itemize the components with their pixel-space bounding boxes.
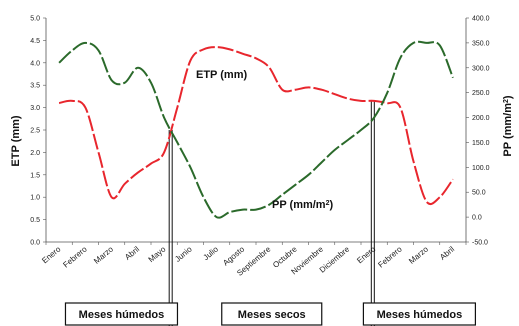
- pp-series-line: [58, 40, 454, 219]
- season-labels: Meses húmedos Meses secos Meses húmedos: [64, 302, 477, 326]
- month-tick-label: Diciembre: [318, 244, 352, 274]
- season-label: Meses húmedos: [377, 309, 463, 321]
- crossing-drop-lines: [168, 100, 375, 326]
- month-tick-label: Febrero: [61, 244, 89, 269]
- right-tick-label: 250.0: [472, 90, 490, 97]
- month-tick-label: Marzo: [407, 244, 430, 266]
- right-tick-label: 200.0: [472, 115, 490, 122]
- month-tick-label: Abril: [123, 245, 141, 262]
- season-label: Meses húmedos: [79, 309, 165, 321]
- right-tick-label: 0.0: [472, 215, 482, 222]
- left-tick-label: 1.0: [30, 195, 40, 202]
- right-tick-label: 350.0: [472, 40, 490, 47]
- month-tick-label: Febrero: [376, 244, 404, 269]
- right-tick-label: 400.0: [472, 16, 490, 23]
- etp-series-line: [58, 46, 454, 206]
- right-axis-ticks: -50.0 0.0 50.0 100.0 150.0 200.0 250.0 300.0 350…: [466, 16, 490, 247]
- left-tick-label: 2.5: [30, 128, 40, 135]
- left-axis-ticks: 0.0 0.5 1.0 1.5 2.0 2.5 3.0 3.5 4.0 4.5 5.0: [30, 16, 46, 247]
- left-tick-label: 0.0: [30, 240, 40, 247]
- left-tick-label: 5.0: [30, 16, 40, 23]
- season-box: [362, 302, 477, 326]
- left-axis-label: ETP (mm): [10, 115, 22, 166]
- season-box: [221, 302, 323, 326]
- season-box: [64, 302, 179, 326]
- left-tick-label: 2.0: [30, 150, 40, 157]
- right-axis-label: PP (mm/m2): [502, 95, 514, 157]
- month-tick-label: Abril: [438, 245, 456, 262]
- pp-series-label: PP (mm/m2): [272, 199, 334, 211]
- right-tick-label: 150.0: [472, 140, 490, 147]
- left-tick-label: 3.5: [30, 83, 40, 90]
- left-tick-label: 4.0: [30, 60, 40, 67]
- month-tick-label: Mayo: [147, 244, 168, 264]
- month-tick-label: Junio: [173, 244, 194, 264]
- x-axis-tick-labels: Enero Febrero Marzo Abril Mayo Junio Julio Agos…: [40, 242, 467, 278]
- series-layer: [58, 40, 454, 219]
- left-tick-label: 4.5: [30, 38, 40, 45]
- season-label: Meses secos: [238, 309, 306, 321]
- month-tick-label: Julio: [202, 244, 221, 262]
- right-tick-label: 300.0: [472, 65, 490, 72]
- left-tick-label: 1.5: [30, 172, 40, 179]
- left-tick-label: 0.5: [30, 217, 40, 224]
- right-tick-label: -50.0: [472, 240, 488, 247]
- month-tick-label: Marzo: [92, 244, 115, 266]
- left-tick-label: 3.0: [30, 105, 40, 112]
- right-tick-label: 100.0: [472, 165, 490, 172]
- right-tick-label: 50.0: [472, 190, 486, 197]
- etp-series-label: ETP (mm): [196, 69, 247, 81]
- month-tick-label: Enero: [40, 244, 63, 265]
